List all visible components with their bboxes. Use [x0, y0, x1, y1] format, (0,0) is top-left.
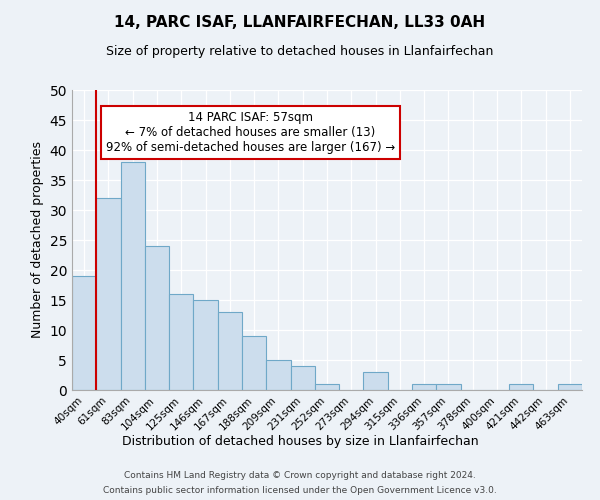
Bar [364, 372, 388, 390]
Text: Size of property relative to detached houses in Llanfairfechan: Size of property relative to detached ho… [106, 45, 494, 58]
Bar [315, 384, 339, 390]
Bar [509, 384, 533, 390]
Bar [72, 276, 96, 390]
Bar [218, 312, 242, 390]
Text: Contains HM Land Registry data © Crown copyright and database right 2024.: Contains HM Land Registry data © Crown c… [124, 471, 476, 480]
Bar [266, 360, 290, 390]
Bar [169, 294, 193, 390]
Bar [436, 384, 461, 390]
Bar [242, 336, 266, 390]
Bar [290, 366, 315, 390]
Bar [145, 246, 169, 390]
Text: 14 PARC ISAF: 57sqm
← 7% of detached houses are smaller (13)
92% of semi-detache: 14 PARC ISAF: 57sqm ← 7% of detached hou… [106, 111, 395, 154]
Bar [121, 162, 145, 390]
Y-axis label: Number of detached properties: Number of detached properties [31, 142, 44, 338]
Text: Contains public sector information licensed under the Open Government Licence v3: Contains public sector information licen… [103, 486, 497, 495]
Bar [193, 300, 218, 390]
Bar [96, 198, 121, 390]
Text: 14, PARC ISAF, LLANFAIRFECHAN, LL33 0AH: 14, PARC ISAF, LLANFAIRFECHAN, LL33 0AH [115, 15, 485, 30]
Bar [412, 384, 436, 390]
Text: Distribution of detached houses by size in Llanfairfechan: Distribution of detached houses by size … [122, 435, 478, 448]
Bar [558, 384, 582, 390]
